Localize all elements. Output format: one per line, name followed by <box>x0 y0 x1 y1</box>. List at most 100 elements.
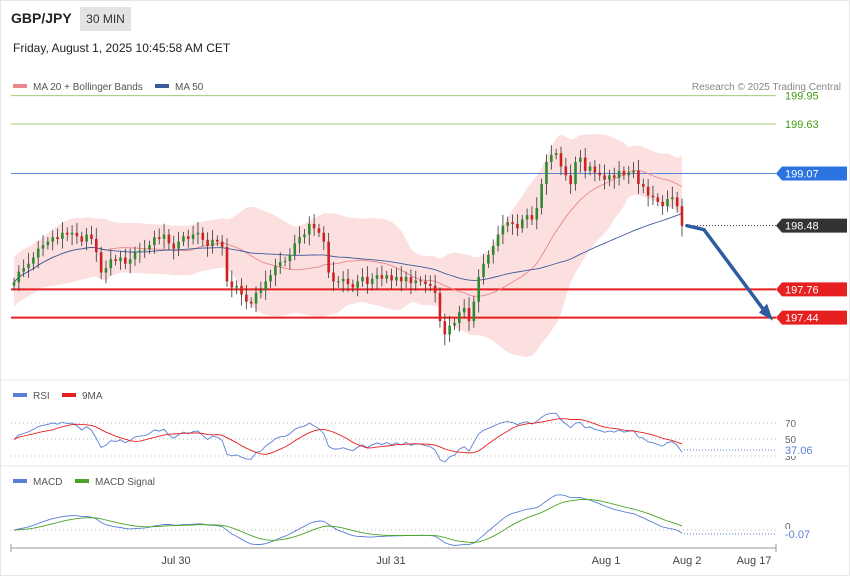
candle-body <box>482 263 485 277</box>
candle-body <box>535 207 539 220</box>
level-label-199.07: 199.07 <box>785 169 819 181</box>
candle-body <box>70 232 74 235</box>
legend-macd-signal-swatch <box>75 479 89 483</box>
rsi-panel <box>13 412 683 463</box>
candle-body <box>249 301 253 304</box>
candle-body <box>569 175 572 185</box>
rsi-line <box>13 412 683 463</box>
candle-body <box>409 276 413 284</box>
legend-rsi-ma: 9MA <box>82 391 103 402</box>
macd-line <box>13 494 683 546</box>
symbol-title: GBP/JPY <box>11 10 72 26</box>
candle-body <box>525 215 529 220</box>
candle-body <box>361 276 364 282</box>
candle-body <box>332 272 335 282</box>
candle-body <box>366 276 369 285</box>
candle-body <box>680 206 684 226</box>
candle-body <box>235 285 238 288</box>
candle-body <box>206 239 209 247</box>
candle-body <box>94 238 98 253</box>
candle-body <box>274 266 277 276</box>
candle-body <box>259 290 263 293</box>
copyright-label: Research © 2025 Trading Central <box>692 82 841 93</box>
candle-body <box>598 172 602 176</box>
legend-macd-signal: MACD Signal <box>95 477 155 488</box>
candle-body <box>545 162 548 185</box>
candle-body <box>303 234 306 238</box>
rsi-value: 37.06 <box>785 445 813 457</box>
bollinger-band <box>14 134 682 358</box>
candle-body <box>511 222 514 224</box>
candle-body <box>27 263 30 269</box>
level-label-197.44: 197.44 <box>785 313 819 325</box>
price-panel: 199.95 199.63 199.07 198.48 197.76 197.44 <box>11 91 847 358</box>
candle-body <box>196 232 200 235</box>
legend-ma20: MA 20 + Bollinger Bands <box>33 82 143 93</box>
timeframe-badge[interactable]: 30 MIN <box>80 7 131 31</box>
candle-body <box>564 166 568 176</box>
candle-body <box>293 243 297 255</box>
candle-body <box>612 175 616 178</box>
candle-body <box>172 243 176 249</box>
candle-body <box>370 278 374 285</box>
candle-body <box>491 246 495 255</box>
candle-body <box>157 237 161 239</box>
forecast-arrow-head <box>759 303 773 321</box>
candle-body <box>385 275 389 279</box>
candle-body <box>346 278 350 285</box>
candle-body <box>114 259 117 262</box>
candle-body <box>641 184 645 187</box>
candle-body <box>153 237 156 246</box>
candle-body <box>177 241 180 249</box>
rsi-level-70: 70 <box>785 419 797 430</box>
candle-body <box>579 157 582 163</box>
candle-body <box>506 222 510 226</box>
x-tick-aug17: Aug 17 <box>737 555 772 567</box>
candle-body <box>148 245 151 250</box>
legend-macd: MACD <box>33 477 62 488</box>
candle-body <box>593 166 597 173</box>
candle-body <box>496 234 500 247</box>
candle-body <box>65 232 69 235</box>
candle-body <box>278 261 282 267</box>
x-tick-jul31: Jul 31 <box>376 555 405 567</box>
candle-body <box>356 281 359 288</box>
level-label-199.95: 199.95 <box>785 91 819 103</box>
candle-body <box>186 236 190 239</box>
candle-body <box>627 172 631 176</box>
candle-body <box>433 285 437 293</box>
candle-body <box>128 259 132 264</box>
forecast-arrow <box>685 223 770 318</box>
candle-body <box>588 166 592 171</box>
x-tick-aug1: Aug 1 <box>592 555 621 567</box>
candle-body <box>530 215 534 220</box>
candle-body <box>230 281 234 288</box>
candle-body <box>201 232 205 240</box>
datetime-label: Friday, August 1, 2025 10:45:58 AM CET <box>13 41 231 55</box>
candle-body <box>608 175 611 180</box>
candle-body <box>41 245 45 249</box>
candle-body <box>317 228 321 233</box>
candle-body <box>516 223 519 229</box>
candle-body <box>337 281 340 283</box>
candle-body <box>322 232 326 242</box>
candle-body <box>22 268 25 272</box>
legend-macd-swatch <box>13 479 27 483</box>
macd-panel <box>13 494 683 546</box>
level-tag-197.76 <box>776 282 847 297</box>
legend-ma50-swatch <box>155 84 169 88</box>
candle-body <box>443 321 447 335</box>
candle-body <box>46 241 50 246</box>
candle-body <box>448 325 451 335</box>
level-tag-199.07 <box>776 166 847 181</box>
level-tag-197.44 <box>776 310 847 325</box>
level-label-198.48: 198.48 <box>785 221 819 233</box>
candle-body <box>75 232 79 237</box>
rsi-level-30: 30 <box>785 452 797 463</box>
candle-body <box>269 275 272 282</box>
candle-body <box>467 307 471 322</box>
candle-body <box>637 170 640 185</box>
legend-ma50: MA 50 <box>175 82 204 93</box>
candle-body <box>17 271 21 283</box>
candle-body <box>211 239 214 247</box>
